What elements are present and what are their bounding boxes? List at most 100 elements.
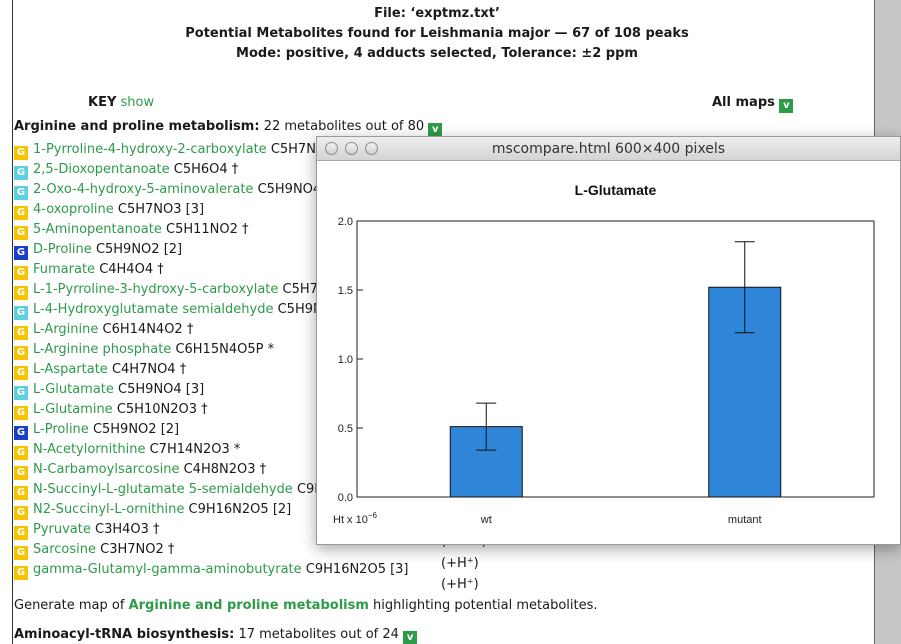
metabolite-graph-badge[interactable]: G (14, 446, 28, 460)
metabolite-graph-badge[interactable]: G (14, 526, 28, 540)
generate-map-line: Generate map of Arginine and proline met… (14, 597, 598, 615)
pathway-section-aminoacyl: Aminoacyl-tRNA biosynthesis: 17 metaboli… (14, 626, 418, 644)
chart-popup-window[interactable]: mscompare.html 600×400 pixels L-Glutamat… (316, 136, 901, 545)
metabolite-graph-badge[interactable]: G (14, 546, 28, 560)
pathway-expand-button[interactable]: v (428, 123, 443, 137)
metabolite-name-link[interactable]: L-Glutamine (33, 402, 113, 417)
metabolite-name-link[interactable]: N2-Succinyl-L-ornithine (33, 502, 185, 517)
y-tick-label: 1.0 (338, 354, 353, 366)
metabolite-name-link[interactable]: 2-Oxo-4-hydroxy-5-aminovalerate (33, 182, 254, 197)
metabolite-graph-badge[interactable]: G (14, 246, 28, 260)
generate-suffix: highlighting potential metabolites. (373, 598, 598, 613)
metabolite-graph-badge[interactable]: G (14, 226, 28, 240)
metabolite-name-link[interactable]: L-Aspartate (33, 362, 108, 377)
metabolite-formula: C5H11NO2 † (166, 222, 249, 237)
metabolite-name-link[interactable]: 2,5-Dioxopentanoate (33, 162, 170, 177)
all-maps-expand-button[interactable]: v (779, 99, 794, 113)
metabolite-name-link[interactable]: L-4-Hydroxyglutamate semialdehyde (33, 302, 274, 317)
metabolite-graph-badge[interactable]: G (14, 426, 28, 440)
metabolite-formula: C9H16N2O5 [3] (305, 562, 409, 577)
all-maps-label: All maps (712, 95, 775, 110)
metabolite-formula: C4H8N2O3 † (183, 462, 267, 477)
plot-frame (356, 220, 875, 498)
metabolite-row: G 4-oxoproline C5H7NO3 [3] (14, 200, 409, 220)
generate-map-link[interactable]: Arginine and proline metabolism (128, 598, 369, 613)
chart-title: L-Glutamate (575, 182, 657, 198)
key-toggle: KEY show (88, 94, 154, 112)
metabolite-row: G Fumarate C4H4O4 † (14, 260, 409, 280)
metabolite-name-link[interactable]: L-Arginine (33, 322, 99, 337)
results-heading: Potential Metabolites found for Leishman… (185, 26, 689, 41)
l-glutamate-bar-chart: L-Glutamate 0.0 0.5 1.0 1.5 2.0 wt mutant Ht x 1… (333, 182, 875, 526)
metabolite-graph-badge[interactable]: G (14, 266, 28, 280)
metabolite-graph-badge[interactable]: G (14, 146, 28, 160)
metabolite-name-link[interactable]: gamma-Glutamyl-gamma-aminobutyrate (33, 562, 302, 577)
metabolite-name-link[interactable]: Sarcosine (33, 542, 97, 557)
minimize-window-icon[interactable] (345, 142, 358, 155)
metabolite-row: G L-Glutamate C5H9NO4 [3] (14, 380, 409, 400)
metabolite-row: G 2-Oxo-4-hydroxy-5-aminovalerate C5H9NO4 (14, 180, 409, 200)
metabolite-name-link[interactable]: Fumarate (33, 262, 96, 277)
key-label: KEY (88, 95, 117, 110)
metabolite-formula: C5H7NC (270, 142, 326, 157)
metabolite-name-link[interactable]: 5-Aminopentanoate (33, 222, 162, 237)
y-tick-label: 1.5 (338, 285, 353, 297)
y-axis-label: Ht x 10−6 (333, 511, 378, 526)
metabolite-graph-badge[interactable]: G (14, 166, 28, 180)
metabolite-formula: C5H9NO4 [3] (118, 382, 205, 397)
metabolite-name-link[interactable]: N-Succinyl-L-glutamate 5-semialdehyde (33, 482, 293, 497)
popup-titlebar[interactable]: mscompare.html 600×400 pixels (317, 137, 900, 161)
metabolite-list: G 1-Pyrroline-4-hydroxy-2-carboxylate C5H… (14, 140, 409, 580)
metabolite-graph-badge[interactable]: G (14, 486, 28, 500)
pathway-expand-button[interactable]: v (403, 631, 418, 644)
metabolite-name-link[interactable]: 4-oxoproline (33, 202, 114, 217)
metabolite-formula: C5H7I (282, 282, 322, 297)
metabolite-name-link[interactable]: 1-Pyrroline-4-hydroxy-2-carboxylate (33, 142, 267, 157)
metabolite-graph-badge[interactable]: G (14, 506, 28, 520)
metabolite-name-link[interactable]: N-Acetylornithine (33, 442, 146, 457)
zoom-window-icon[interactable] (365, 142, 378, 155)
metabolite-name-link[interactable]: N-Carbamoylsarcosine (33, 462, 180, 477)
metabolite-name-link[interactable]: Pyruvate (33, 522, 91, 537)
metabolite-graph-badge[interactable]: G (14, 366, 28, 380)
metabolite-row: G N-Acetylornithine C7H14N2O3 * (14, 440, 409, 460)
metabolite-graph-badge[interactable]: G (14, 406, 28, 420)
metabolite-graph-badge[interactable]: G (14, 286, 28, 300)
metabolite-name-link[interactable]: L-Proline (33, 422, 89, 437)
metabolite-row: G N-Carbamoylsarcosine C4H8N2O3 † (14, 460, 409, 480)
y-tick-label: 0.0 (338, 492, 353, 504)
close-window-icon[interactable] (325, 142, 338, 155)
metabolite-graph-badge[interactable]: G (14, 346, 28, 360)
metabolite-formula: C5H9NO2 [2] (95, 242, 183, 257)
metabolite-graph-badge[interactable]: G (14, 466, 28, 480)
metabolite-formula: C5H10N2O3 † (116, 402, 208, 417)
metabolite-name-link[interactable]: L-Arginine phosphate (33, 342, 172, 357)
metabolite-name-link[interactable]: D-Proline (33, 242, 92, 257)
metabolite-graph-badge[interactable]: G (14, 186, 28, 200)
y-tick-label: 0.5 (338, 423, 353, 435)
metabolite-name-link[interactable]: L-1-Pyrroline-3-hydroxy-5-carboxylate (33, 282, 279, 297)
metabolite-row: G Sarcosine C3H7NO2 † (14, 540, 409, 560)
file-name-heading: File: ‘exptmz.txt’ (374, 6, 500, 21)
metabolite-formula: C5H7NO3 [3] (117, 202, 205, 217)
metabolite-row: G Pyruvate C3H4O3 † (14, 520, 409, 540)
metabolite-row: G 1-Pyrroline-4-hydroxy-2-carboxylate C5H… (14, 140, 409, 160)
left-margin-rule (12, 0, 13, 644)
metabolite-graph-badge[interactable]: G (14, 566, 28, 580)
metabolite-graph-badge[interactable]: G (14, 306, 28, 320)
metabolite-graph-badge[interactable]: G (14, 386, 28, 400)
y-tick-label: 2.0 (338, 216, 353, 228)
pathway-section-arginine: Arginine and proline metabolism: 22 meta… (14, 118, 443, 137)
metabolite-formula: C7H14N2O3 * (149, 442, 241, 457)
metabolite-row: G L-Proline C5H9NO2 [2] (14, 420, 409, 440)
metabolite-row: G L-Glutamine C5H10N2O3 † (14, 400, 409, 420)
metabolite-formula: C4H4O4 † (99, 262, 164, 277)
metabolite-name-link[interactable]: L-Glutamate (33, 382, 114, 397)
metabolite-graph-badge[interactable]: G (14, 206, 28, 220)
metabolite-row: G L-Arginine C6H14N4O2 † (14, 320, 409, 340)
adduct-label: (+H⁺) (441, 577, 479, 592)
metabolite-graph-badge[interactable]: G (14, 326, 28, 340)
pathway-count: 22 metabolites out of 80 (263, 119, 425, 134)
key-show-link[interactable]: show (120, 95, 155, 110)
